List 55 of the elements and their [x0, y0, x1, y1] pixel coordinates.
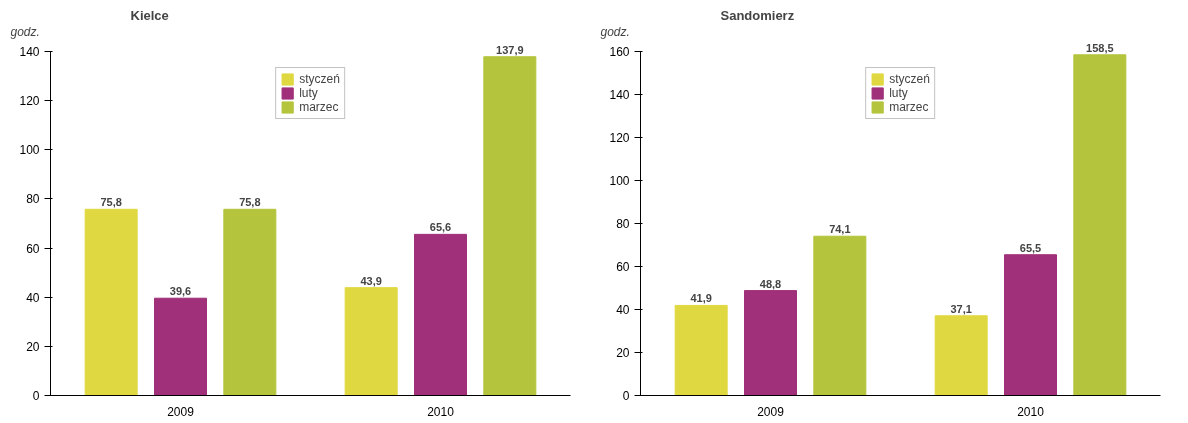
y-tick-label: 160: [609, 45, 630, 60]
legend-label: marzec: [299, 100, 339, 114]
y-tick-label: 80: [26, 192, 40, 207]
data-label: 158,5: [1086, 41, 1114, 54]
y-axis-title: godz.: [10, 24, 40, 39]
data-label: 75,8: [100, 196, 122, 209]
legend-label: luty: [889, 86, 909, 100]
data-label: 137,9: [496, 43, 524, 56]
data-label: 75,8: [239, 196, 261, 209]
bar: [483, 56, 537, 396]
y-tick-label: 60: [26, 241, 40, 256]
bar: [154, 297, 207, 396]
y-tick-label: 80: [616, 217, 630, 232]
y-tick-label: 20: [616, 346, 630, 361]
y-tick-label: 0: [32, 389, 40, 403]
x-tick-label: 2010: [1017, 404, 1045, 419]
y-tick-label: 40: [26, 290, 40, 305]
data-label: 41,9: [690, 292, 712, 305]
y-tick-label: 120: [609, 131, 630, 146]
x-tick-label: 2009: [757, 404, 785, 419]
y-tick-label: 100: [609, 174, 630, 189]
bar: [934, 315, 988, 396]
data-label: 48,8: [759, 277, 782, 290]
y-tick-label: 100: [19, 143, 40, 158]
bar: [813, 235, 867, 396]
bar: [1073, 54, 1127, 396]
data-label: 65,5: [1019, 241, 1042, 254]
chart-title: Sandomierz: [720, 7, 795, 23]
bar: [744, 290, 797, 396]
y-tick-label: 20: [26, 339, 40, 354]
bar: [674, 304, 728, 396]
legend-label: luty: [299, 86, 319, 100]
y-axis-title: godz.: [600, 24, 630, 39]
bar: [223, 208, 277, 396]
bar: [414, 233, 467, 396]
y-tick-label: 140: [19, 45, 40, 60]
x-tick-label: 2010: [427, 404, 455, 419]
y-tick-label: 0: [622, 389, 630, 403]
y-tick-label: 120: [19, 94, 40, 109]
data-label: 39,6: [169, 285, 192, 298]
y-tick-label: 140: [609, 88, 630, 103]
data-label: 74,1: [829, 223, 851, 236]
data-label: 65,6: [429, 221, 452, 234]
legend-label: styczeń: [299, 72, 340, 86]
chart-title: Kielce: [130, 7, 169, 23]
y-tick-label: 60: [616, 260, 630, 275]
data-label: 43,9: [360, 274, 382, 287]
legend-label: marzec: [889, 100, 929, 114]
bar: [84, 208, 138, 396]
legend-label: styczeń: [889, 72, 930, 86]
data-label: 37,1: [950, 302, 972, 315]
bar: [1004, 254, 1057, 396]
bar: [344, 287, 398, 396]
x-tick-label: 2009: [167, 404, 195, 419]
y-tick-label: 40: [616, 303, 630, 318]
